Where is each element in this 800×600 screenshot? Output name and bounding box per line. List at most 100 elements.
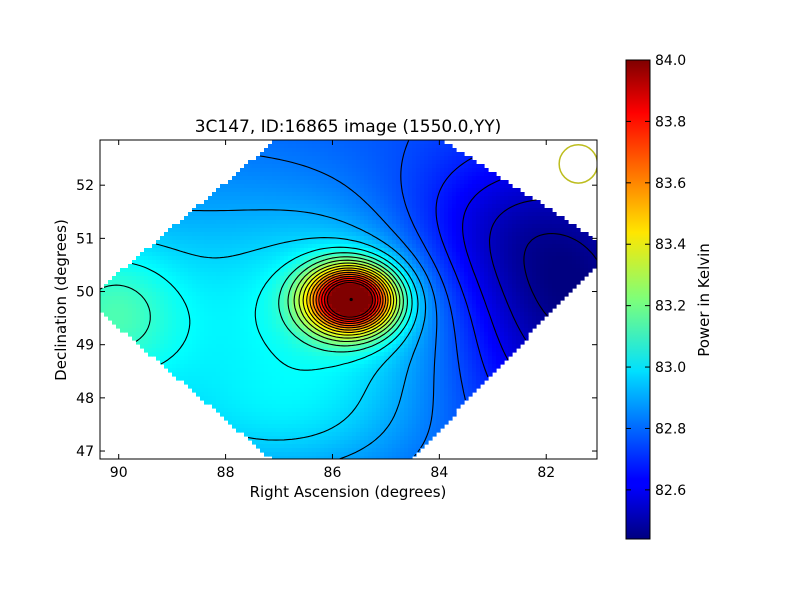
heat-cell (536, 220, 541, 225)
heat-cell (264, 212, 269, 217)
heat-cell (408, 176, 413, 181)
heat-cell (552, 232, 557, 237)
heat-cell (400, 224, 405, 229)
heat-cell (440, 224, 445, 229)
heat-cell (356, 140, 361, 145)
heat-cell (400, 252, 405, 257)
heat-cell (128, 292, 133, 297)
heat-cell (404, 260, 409, 265)
heat-cell (364, 268, 369, 273)
heat-cell (528, 216, 533, 221)
heat-cell (332, 312, 337, 317)
heat-cell (484, 212, 489, 217)
heat-cell (264, 260, 269, 265)
heat-cell (348, 348, 353, 353)
heat-cell (236, 216, 241, 221)
heat-cell (268, 240, 273, 245)
heat-cell (228, 220, 233, 225)
heat-cell (524, 288, 529, 293)
heat-cell (304, 168, 309, 173)
heat-cell (224, 344, 229, 349)
heat-cell (404, 228, 409, 233)
heat-cell (176, 292, 181, 297)
heat-cell (356, 212, 361, 217)
heat-cell (404, 240, 409, 245)
heat-cell (520, 192, 525, 197)
heat-cell (464, 224, 469, 229)
heat-cell (500, 292, 505, 297)
heat-cell (316, 168, 321, 173)
heat-cell (312, 308, 317, 313)
heat-cell (512, 340, 517, 345)
heat-cell (276, 332, 281, 337)
heat-cell (260, 256, 265, 261)
heat-cell (240, 292, 245, 297)
heat-cell (464, 348, 469, 353)
heat-cell (252, 196, 257, 201)
heat-cell (388, 188, 393, 193)
heat-cell (180, 220, 185, 225)
heat-cell (480, 300, 485, 305)
heat-cell (540, 248, 545, 253)
heat-cell (168, 296, 173, 301)
heat-cell (252, 320, 257, 325)
heat-cell (372, 180, 377, 185)
heat-cell (308, 188, 313, 193)
heat-cell (568, 268, 573, 273)
heat-cell (192, 288, 197, 293)
heat-cell (304, 216, 309, 221)
heat-cell (336, 172, 341, 177)
heat-cell (348, 344, 353, 349)
heat-cell (264, 296, 269, 301)
heat-cell (288, 260, 293, 265)
heat-cell (240, 176, 245, 181)
heat-cell (356, 192, 361, 197)
heat-cell (468, 288, 473, 293)
heat-cell (264, 184, 269, 189)
heat-cell (436, 248, 441, 253)
heat-cell (384, 192, 389, 197)
heat-cell (256, 248, 261, 253)
heat-cell (328, 224, 333, 229)
heat-cell (248, 188, 253, 193)
heat-cell (368, 164, 373, 169)
heat-cell (408, 348, 413, 353)
heat-cell (516, 300, 521, 305)
heat-cell (248, 248, 253, 253)
heat-cell (432, 172, 437, 177)
heat-cell (384, 200, 389, 205)
heat-cell (196, 240, 201, 245)
heat-cell (172, 324, 177, 329)
heat-cell (184, 236, 189, 241)
heat-cell (136, 292, 141, 297)
heat-cell (156, 336, 161, 341)
heat-cell (168, 292, 173, 297)
heat-cell (292, 188, 297, 193)
heat-cell (528, 312, 533, 317)
heat-cell (204, 300, 209, 305)
heat-cell (324, 340, 329, 345)
heat-cell (556, 272, 561, 277)
heat-cell (404, 224, 409, 229)
heat-cell (324, 200, 329, 205)
heat-cell (284, 312, 289, 317)
heat-cell (152, 324, 157, 329)
heat-cell (120, 328, 125, 333)
heat-cell (376, 160, 381, 165)
heat-cell (300, 192, 305, 197)
heat-cell (180, 332, 185, 337)
heat-cell (496, 284, 501, 289)
heat-cell (352, 168, 357, 173)
heat-cell (400, 164, 405, 169)
heat-cell (460, 284, 465, 289)
heat-cell (420, 324, 425, 329)
heat-cell (532, 208, 537, 213)
heat-cell (452, 216, 457, 221)
heat-cell (164, 348, 169, 353)
heat-cell (400, 180, 405, 185)
heat-cell (300, 176, 305, 181)
heat-cell (288, 228, 293, 233)
heat-cell (212, 204, 217, 209)
heat-cell (476, 332, 481, 337)
heat-cell (368, 240, 373, 245)
